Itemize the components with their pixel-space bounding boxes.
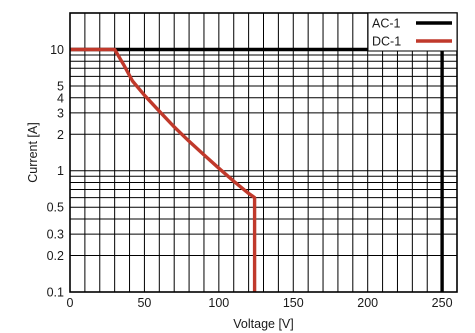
x-tick-label: 50 (137, 296, 151, 310)
y-tick-label: 0.2 (47, 249, 64, 263)
x-tick-label: 250 (432, 296, 453, 310)
y-tick-label: 2 (57, 128, 64, 142)
legend: AC-1 DC-1 (367, 12, 458, 52)
legend-box (367, 12, 458, 52)
legend-label-dc-1: DC-1 (372, 35, 401, 49)
x-tick-labels: 0 50 100 150 200 250 (67, 296, 453, 310)
y-tick-label: 3 (57, 106, 64, 120)
y-tick-label: 0.5 (47, 201, 64, 215)
x-axis-label: Voltage [V] (233, 317, 293, 331)
y-tick-labels: 0.1 0.2 0.3 0.5 1 2 345 10 (47, 43, 64, 300)
x-tick-label: 200 (357, 296, 378, 310)
x-tick-label: 100 (208, 296, 229, 310)
y-tick-label: 4 (57, 91, 64, 105)
y-axis-label: Current [A] (26, 122, 40, 182)
legend-label-ac-1: AC-1 (372, 17, 401, 31)
x-tick-label: 0 (67, 296, 74, 310)
y-tick-label: 5 (57, 79, 64, 93)
y-tick-label: 0.3 (47, 228, 64, 242)
y-tick-label: 10 (50, 43, 64, 57)
y-tick-label: 0.1 (47, 286, 64, 300)
plot-frame (69, 12, 458, 293)
grid-minor (70, 13, 457, 292)
x-tick-label: 150 (283, 296, 304, 310)
series-line-dc-1 (70, 47, 257, 292)
y-tick-label: 1 (57, 164, 64, 178)
